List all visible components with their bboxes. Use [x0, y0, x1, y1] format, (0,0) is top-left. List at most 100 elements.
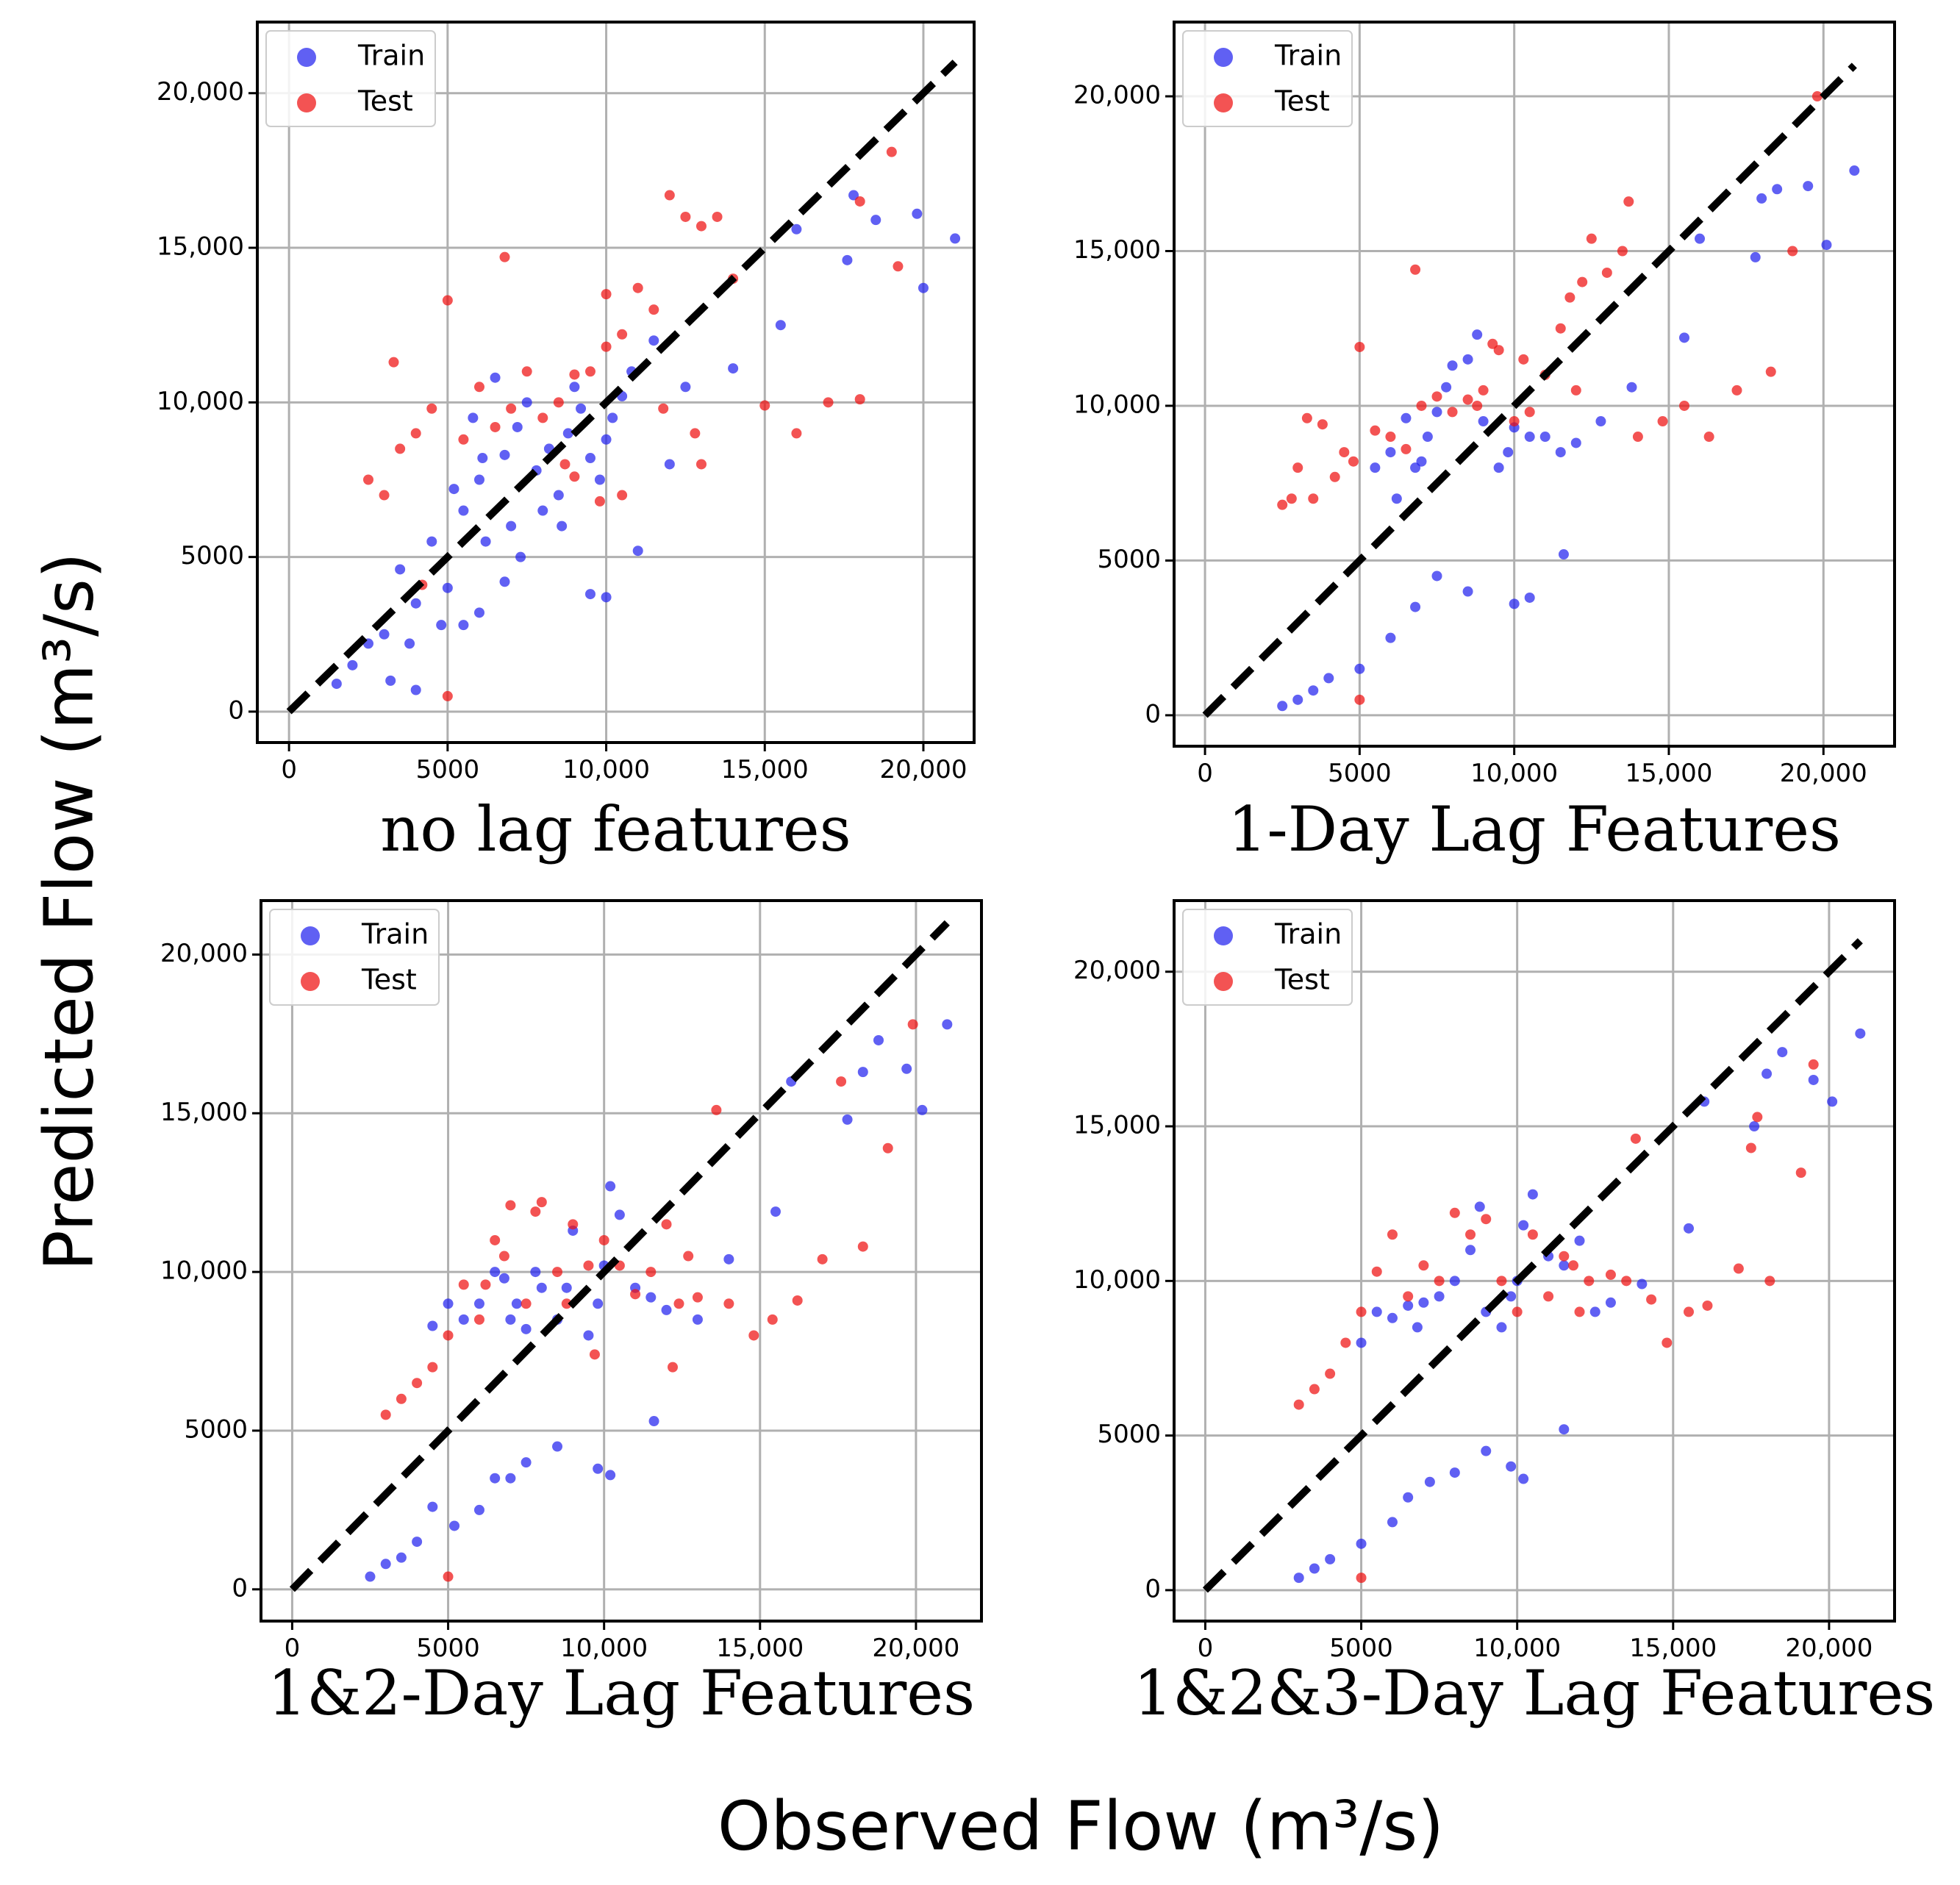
test-point	[1617, 246, 1628, 257]
series-train	[365, 1019, 953, 1582]
train-point	[1803, 181, 1814, 192]
subplot-1: 0 5000 10,000 15,000 20,000 0 5000 10,000 15,000…	[157, 21, 976, 865]
train-point	[505, 1314, 516, 1325]
train-point	[473, 1504, 484, 1515]
train-point	[1570, 437, 1581, 448]
test-point	[1518, 354, 1529, 365]
test-point	[1568, 1260, 1579, 1271]
train-point	[594, 474, 605, 485]
test-point	[473, 382, 484, 393]
train-point	[1493, 462, 1504, 473]
test-point	[1630, 1133, 1641, 1144]
train-point	[1695, 233, 1706, 244]
subplot-2: 0 5000 10,000 15,000 20,000 0 5000 10,000 15,000…	[1073, 21, 1896, 865]
test-point	[601, 341, 612, 352]
train-point	[442, 582, 453, 593]
test-point	[1577, 276, 1588, 287]
test-point	[521, 1298, 532, 1309]
test-point	[498, 1251, 509, 1262]
test-point	[412, 1378, 423, 1389]
train-point	[1422, 432, 1433, 443]
test-point	[692, 1292, 703, 1303]
test-point	[817, 1253, 828, 1265]
test-point	[673, 1298, 684, 1309]
test-point	[1277, 499, 1288, 510]
train-point	[436, 620, 447, 631]
y-tick-label: 0	[232, 1573, 248, 1603]
y-tick-label: 15,000	[1073, 1111, 1161, 1140]
test-point	[1301, 412, 1312, 423]
figure-y-axis-label: Predicted Flow (m³/s)	[29, 552, 108, 1271]
test-point	[1339, 447, 1350, 458]
test-point	[1385, 432, 1396, 443]
test-point	[1487, 338, 1498, 349]
reference-line	[1202, 62, 1857, 718]
test-point	[695, 459, 707, 470]
train-point	[791, 223, 802, 235]
test-point	[1570, 384, 1581, 396]
test-point	[668, 1362, 678, 1373]
x-tick-label: 0	[281, 755, 297, 784]
legend: Train Test	[265, 30, 436, 127]
test-point	[695, 221, 707, 232]
train-point	[1385, 447, 1396, 458]
test-point	[583, 1260, 594, 1271]
test-point	[1403, 1291, 1414, 1302]
test-point	[1340, 1337, 1351, 1348]
train-point	[512, 421, 523, 432]
test-point	[1325, 1368, 1336, 1379]
test-point	[1401, 443, 1412, 454]
train-point	[1462, 354, 1473, 365]
train-point	[918, 282, 929, 293]
test-point	[1356, 1306, 1367, 1317]
test-point	[1356, 1573, 1367, 1584]
test-point	[1795, 1167, 1806, 1178]
train-point	[870, 215, 881, 226]
train-point	[1506, 1461, 1517, 1472]
train-point	[379, 629, 390, 640]
test-point	[1472, 400, 1483, 411]
train-point	[775, 320, 786, 331]
test-point	[598, 1234, 609, 1245]
test-point	[1765, 366, 1776, 377]
test-point	[379, 490, 390, 501]
subplot-grid: 0 5000 10,000 15,000 20,000 0 5000 10,000 15,000…	[157, 21, 1935, 1729]
test-point	[893, 261, 904, 272]
plot-frame	[256, 21, 976, 744]
test-point	[473, 1314, 484, 1325]
test-point	[1702, 1300, 1713, 1311]
test-point	[632, 282, 643, 293]
test-point	[480, 1279, 491, 1290]
train-point	[723, 1253, 734, 1265]
test-point	[1733, 1263, 1744, 1274]
train-point	[728, 363, 739, 374]
train-point	[410, 598, 421, 609]
test-point	[1293, 1399, 1304, 1410]
x-tick-label: 20,000	[1785, 1634, 1873, 1663]
train-point	[1308, 685, 1319, 696]
train-point	[1827, 1096, 1838, 1107]
test-point	[1478, 384, 1489, 396]
train-point	[490, 1473, 501, 1484]
test-point	[537, 412, 548, 423]
train-point	[458, 1314, 469, 1325]
y-tick-label: 5000	[184, 1414, 248, 1444]
test-point	[1509, 416, 1520, 427]
test-point	[1527, 1229, 1538, 1240]
test-point	[767, 1314, 778, 1325]
test-point	[443, 1571, 454, 1582]
train-point	[605, 1470, 616, 1481]
figure-x-axis-label: Observed Flow (m³/s)	[718, 1786, 1444, 1865]
train-point	[1749, 1121, 1760, 1132]
test-point	[1512, 1306, 1523, 1317]
y-tick-label: 10,000	[1073, 390, 1161, 419]
test-point	[1317, 419, 1328, 430]
x-tick-label: 5000	[416, 755, 480, 784]
test-point	[1764, 1276, 1775, 1287]
test-point	[823, 397, 834, 408]
train-point	[1518, 1220, 1529, 1231]
train-point	[1855, 1028, 1866, 1039]
test-point	[1703, 432, 1714, 443]
test-point	[561, 1298, 572, 1309]
y-tick-label: 0	[1145, 699, 1161, 729]
